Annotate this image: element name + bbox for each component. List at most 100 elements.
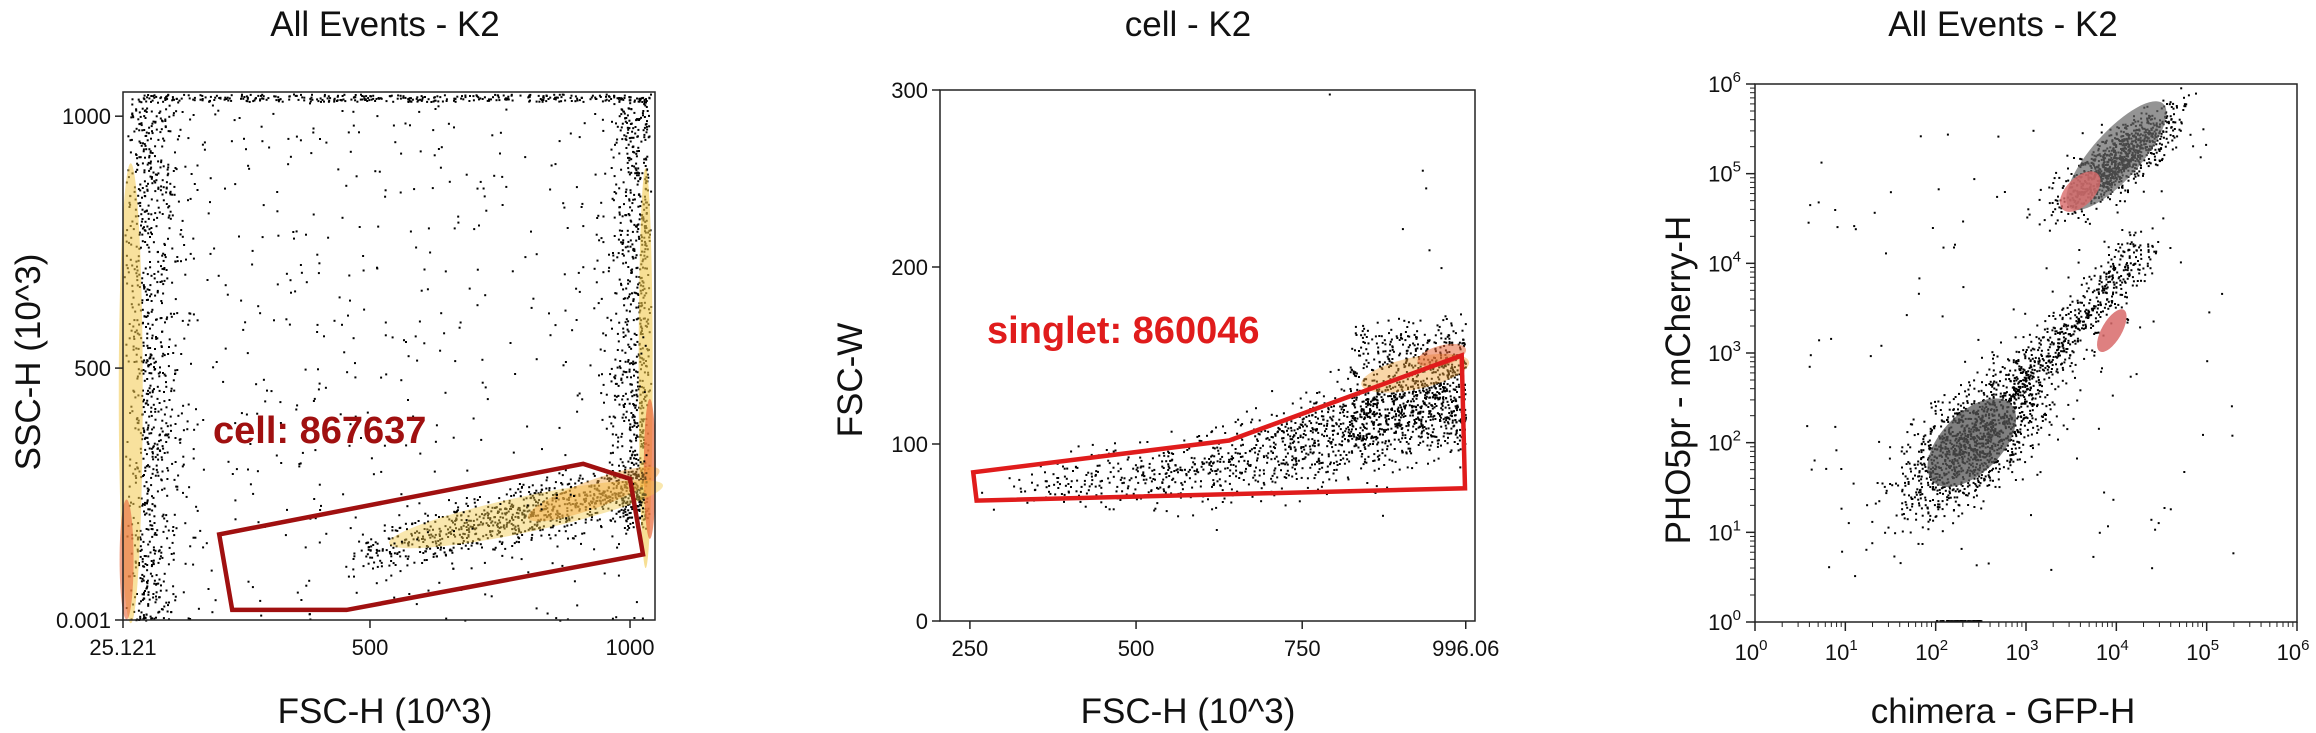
event-dot: [1315, 429, 1318, 432]
event-dot: [446, 515, 449, 518]
event-dot: [520, 558, 523, 561]
event-dot: [175, 168, 178, 171]
event-dot: [1348, 428, 1350, 431]
event-dot: [154, 190, 157, 193]
event-dot: [165, 514, 168, 517]
event-dot: [628, 346, 631, 348]
event-dot: [440, 546, 442, 549]
event-dot: [595, 233, 598, 236]
event-dot: [396, 553, 399, 555]
event-dot: [576, 394, 579, 397]
event-dot: [1405, 358, 1408, 361]
event-dot: [149, 347, 152, 349]
event-dot: [173, 185, 176, 188]
event-dot: [435, 555, 438, 558]
event-dot: [635, 275, 638, 278]
event-dot: [375, 582, 378, 585]
event-dot: [164, 97, 167, 100]
event-dot: [619, 129, 622, 132]
event-dot: [147, 132, 150, 135]
event-dot: [1271, 436, 1274, 439]
event-dot: [1290, 420, 1293, 423]
event-dot: [390, 555, 393, 558]
event-dot: [1393, 374, 1396, 377]
event-dot: [141, 208, 144, 211]
event-dot: [1365, 413, 1368, 416]
event-dot: [1401, 449, 1404, 452]
event-dot: [1140, 459, 1143, 462]
event-dot: [583, 532, 586, 535]
event-dot: [492, 548, 495, 551]
event-dot: [623, 203, 625, 206]
event-dot: [523, 513, 526, 516]
event-dot: [1094, 485, 1097, 488]
event-dot: [187, 199, 189, 202]
event-dot: [486, 99, 489, 102]
event-dot: [493, 548, 496, 551]
event-dot: [166, 494, 169, 497]
event-dot: [478, 98, 480, 101]
event-dot: [196, 189, 199, 191]
event-dot: [520, 531, 522, 534]
event-dot: [224, 284, 227, 287]
event-dot: [560, 96, 563, 99]
event-dot: [615, 500, 618, 503]
event-dot: [152, 561, 155, 564]
event-dot: [155, 115, 158, 118]
event-dot: [626, 503, 629, 506]
event-dot: [140, 281, 143, 284]
event-dot: [1311, 444, 1314, 447]
event-dot: [540, 508, 543, 511]
event-dot: [1276, 476, 1279, 479]
event-dot: [577, 271, 580, 274]
panel-1-gate-cell[interactable]: [216, 461, 646, 613]
event-dot: [606, 496, 609, 499]
event-dot: [228, 97, 231, 100]
event-dot: [598, 94, 601, 97]
event-dot: [146, 441, 149, 444]
event-dot: [1360, 416, 1363, 419]
y-tick-label: 0.001: [56, 608, 111, 633]
event-dot: [421, 96, 424, 99]
event-dot: [637, 376, 640, 379]
event-dot: [626, 245, 629, 248]
event-dot: [1072, 470, 1074, 472]
event-dot: [162, 259, 165, 262]
event-dot: [340, 99, 343, 102]
event-dot: [1226, 467, 1229, 470]
event-dot: [1414, 348, 1417, 351]
event-dot: [141, 240, 144, 243]
event-dot: [1254, 451, 1257, 454]
event-dot: [1104, 505, 1107, 508]
event-dot: [467, 524, 470, 527]
event-dot: [438, 516, 440, 518]
event-dot: [602, 129, 605, 132]
event-dot: [145, 148, 148, 151]
event-dot: [419, 98, 422, 101]
event-dot: [141, 301, 144, 304]
event-dot: [1332, 472, 1335, 475]
event-dot: [146, 502, 148, 505]
event-dot: [545, 479, 548, 482]
event-dot: [466, 529, 468, 531]
event-dot: [149, 160, 152, 163]
event-dot: [477, 537, 480, 540]
event-dot: [158, 112, 161, 114]
event-dot: [137, 98, 140, 101]
event-dot: [243, 137, 245, 140]
event-dot: [578, 392, 581, 395]
event-dot: [202, 468, 205, 471]
event-dot: [272, 112, 275, 115]
event-dot: [165, 433, 168, 436]
event-dot: [558, 93, 561, 96]
event-dot: [376, 565, 379, 568]
event-dot: [156, 199, 159, 202]
event-dot: [1260, 487, 1263, 490]
event-dot: [1422, 429, 1425, 432]
event-dot: [1322, 418, 1325, 421]
event-dot: [391, 418, 394, 421]
event-dot: [462, 532, 465, 535]
event-dot: [1356, 410, 1359, 413]
event-dot: [548, 514, 551, 517]
event-dot: [174, 151, 176, 154]
